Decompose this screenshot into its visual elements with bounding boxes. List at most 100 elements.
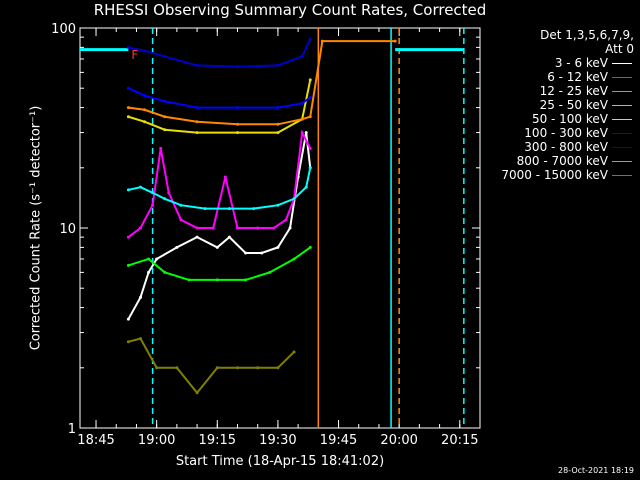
series-point-300-800-kev xyxy=(276,63,280,67)
legend-entry: 50 - 100 keV xyxy=(474,112,634,126)
series-point-7000-15000-kev xyxy=(256,366,260,370)
legend-header-line-2: Att 0 xyxy=(605,42,634,56)
series-point-6-12-kev xyxy=(308,146,312,150)
series-point-7000-15000-kev xyxy=(175,366,179,370)
series-point-3-6-kev xyxy=(276,245,280,249)
series-point-25-50-kev xyxy=(126,188,130,192)
legend-label: 3 - 6 keV xyxy=(554,56,608,70)
series-point-3-6-kev xyxy=(244,251,248,255)
series-point-3-6-kev xyxy=(195,235,199,239)
series-point-6-12-kev xyxy=(151,203,155,207)
series-line-100-300-kev xyxy=(127,87,311,109)
series-point-100-300-kev xyxy=(300,101,304,105)
series-point-50-100-kev xyxy=(163,128,167,132)
legend-entry: 100 - 300 keV xyxy=(474,126,634,140)
series-point-12-25-kev xyxy=(215,278,219,282)
series-point-3-6-kev xyxy=(215,245,219,249)
legend-entry: 12 - 25 keV xyxy=(474,84,634,98)
series-point-800-7000-kev xyxy=(163,115,167,119)
series-point-12-25-kev xyxy=(244,278,248,282)
series-line-7000-15000-kev xyxy=(128,337,295,395)
series-point-25-50-kev xyxy=(227,207,231,211)
series-point-3-6-kev xyxy=(260,251,264,255)
legend-swatch xyxy=(612,62,632,64)
legend-entry: 7000 - 15000 keV xyxy=(474,168,634,182)
legend-swatch xyxy=(612,76,632,78)
series-point-800-7000-kev xyxy=(195,120,199,124)
series-point-3-6-kev xyxy=(147,270,151,274)
series-point-300-800-kev xyxy=(300,55,304,59)
series-point-300-800-kev xyxy=(308,37,312,41)
series-point-25-50-kev xyxy=(276,203,280,207)
series-point-100-300-kev xyxy=(126,86,130,90)
x-tick-label: 20:15 xyxy=(441,433,478,448)
series-point-12-25-kev xyxy=(308,245,312,249)
series-point-6-12-kev xyxy=(167,191,171,195)
x-tick-label: 19:00 xyxy=(138,433,175,448)
series-point-3-6-kev xyxy=(126,317,130,321)
series-line-800-7000-kev xyxy=(128,40,396,126)
series-point-300-800-kev xyxy=(126,45,130,49)
series-point-100-300-kev xyxy=(235,106,239,110)
series-point-7000-15000-kev xyxy=(292,350,296,354)
legend-swatch xyxy=(612,160,632,162)
series-point-6-12-kev xyxy=(272,226,276,230)
series-line-300-800-kev xyxy=(128,38,312,68)
legend-swatch xyxy=(612,132,632,134)
x-tick-label: 19:30 xyxy=(259,433,296,448)
series-point-25-50-kev xyxy=(252,207,256,211)
series-point-25-50-kev xyxy=(151,191,155,195)
series-point-300-800-kev xyxy=(195,63,199,67)
series-line-50-100-kev xyxy=(128,79,312,134)
series-point-25-50-kev xyxy=(203,207,207,211)
series-point-6-12-kev xyxy=(138,226,142,230)
y-axis-label: Corrected Count Rate (s⁻¹ detector⁻¹) xyxy=(28,105,44,351)
series-point-50-100-kev xyxy=(308,78,312,82)
series-point-800-7000-kev xyxy=(143,108,147,112)
series-point-300-800-kev xyxy=(143,49,147,53)
series-point-800-7000-kev xyxy=(126,106,130,110)
legend-label: 50 - 100 keV xyxy=(531,112,608,126)
series-point-3-6-kev xyxy=(175,245,179,249)
series-point-3-6-kev xyxy=(288,226,292,230)
series-line-3-6-kev xyxy=(127,132,312,320)
series-line-6-12-kev xyxy=(127,129,312,238)
series-point-25-50-kev xyxy=(179,203,183,207)
series-point-3-6-kev xyxy=(155,257,159,261)
series-point-7000-15000-kev xyxy=(215,366,219,370)
series-point-12-25-kev xyxy=(268,270,272,274)
series-point-50-100-kev xyxy=(143,120,147,124)
series-point-3-6-kev xyxy=(304,131,308,135)
series-point-25-50-kev xyxy=(292,197,296,201)
series-point-100-300-kev xyxy=(143,93,147,97)
series-point-12-25-kev xyxy=(147,257,151,261)
series-point-800-7000-kev xyxy=(320,39,324,43)
legend-swatch xyxy=(612,90,632,92)
series-line-12-25-kev xyxy=(128,246,311,281)
legend-header-line-1: Det 1,3,5,6,7,9, xyxy=(540,28,634,42)
series-point-800-7000-kev xyxy=(308,115,312,119)
series-point-800-7000-kev xyxy=(300,117,304,121)
series-point-300-800-kev xyxy=(163,55,167,59)
flag-label: F xyxy=(131,48,138,62)
series-point-7000-15000-kev xyxy=(235,366,239,370)
legend-label: 25 - 50 keV xyxy=(539,98,608,112)
legend-label: 300 - 800 keV xyxy=(524,140,608,154)
series-point-50-100-kev xyxy=(195,131,199,135)
legend-swatch xyxy=(612,118,632,120)
series-point-100-300-kev xyxy=(195,106,199,110)
legend-entry: 300 - 800 keV xyxy=(474,140,634,154)
series-point-7000-15000-kev xyxy=(276,366,280,370)
series-point-7000-15000-kev xyxy=(195,391,199,395)
series-point-6-12-kev xyxy=(235,226,239,230)
series-point-25-50-kev xyxy=(138,185,142,189)
series-point-50-100-kev xyxy=(126,115,130,119)
series-point-6-12-kev xyxy=(195,226,199,230)
series-point-6-12-kev xyxy=(179,218,183,222)
x-tick-label: 20:00 xyxy=(380,433,417,448)
series-point-3-6-kev xyxy=(138,295,142,299)
legend-label: 100 - 300 keV xyxy=(524,126,608,140)
legend: Det 1,3,5,6,7,9, Att 0 3 - 6 keV 6 - 12 k… xyxy=(474,28,634,182)
series-point-6-12-kev xyxy=(300,131,304,135)
